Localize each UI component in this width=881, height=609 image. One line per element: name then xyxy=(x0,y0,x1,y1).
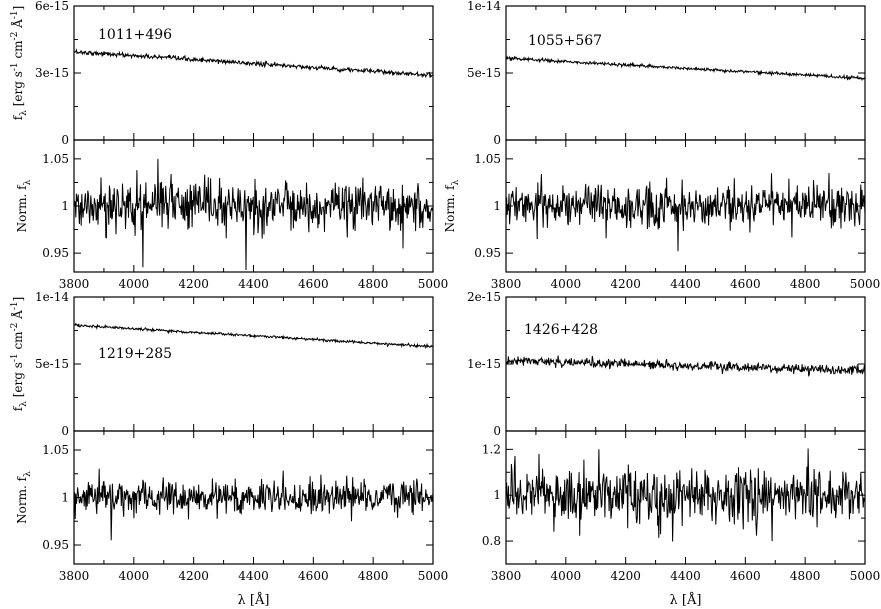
y-tick-label: 1e-14 xyxy=(467,0,501,13)
x-tick-label: 4600 xyxy=(730,569,761,583)
panel-bottom-right: 0 1e-15 2e-15 0.8 1 1.2 3800 4000 4200 4400 4600 48… xyxy=(467,290,880,608)
y-tick-label: 1.05 xyxy=(42,443,69,457)
panel-top-right: 0 5e-15 1e-14 0.95 1 1.05 3800 4000 4200 4400 4600… xyxy=(443,0,880,291)
x-tick-label: 4200 xyxy=(610,277,641,291)
upper-spectrum-line xyxy=(73,322,434,350)
upper-spectrum-line xyxy=(505,55,865,82)
lower-axes: 0.8 1 1.2 xyxy=(482,430,866,565)
x-tick-label: 3800 xyxy=(59,569,90,583)
lower-y-axis-label: Norm. fλ xyxy=(15,471,33,524)
upper-y-axis-label: fλ [erg s-1 cm-2 Å-1] xyxy=(10,6,29,121)
lower-spectrum-line xyxy=(505,172,866,252)
lower-spectrum-line xyxy=(505,448,866,542)
x-tick-label: 4000 xyxy=(551,277,582,291)
x-tick-label: 4800 xyxy=(790,277,821,291)
x-tick-label: 4600 xyxy=(298,569,329,583)
y-tick-label: 1 xyxy=(493,488,501,502)
y-tick-label: 0 xyxy=(61,133,69,147)
lower-axes: 0.95 1 1.05 xyxy=(42,430,434,565)
y-tick-label: 5e-15 xyxy=(467,66,501,80)
y-tick-label: 0 xyxy=(61,424,69,438)
panel-bottom-left: 0 5e-15 1e-14 0.95 1 1.05 3800 4000 4200 4400 4600… xyxy=(10,290,448,608)
x-tick-label: 4600 xyxy=(298,277,329,291)
x-tick-label: 4600 xyxy=(730,277,761,291)
y-tick-label: 0 xyxy=(493,133,501,147)
y-tick-label: 0 xyxy=(493,424,501,438)
axes-frame xyxy=(73,296,434,432)
x-tick-label: 4800 xyxy=(790,569,821,583)
x-tick-label: 5000 xyxy=(418,277,449,291)
lower-spectrum-line xyxy=(73,158,434,271)
y-tick-label: 1.2 xyxy=(482,442,501,456)
x-tick-label: 3800 xyxy=(491,569,522,583)
y-tick-label: 0.8 xyxy=(482,534,501,548)
object-label: 1055+567 xyxy=(528,33,602,49)
y-tick-label: 1.05 xyxy=(474,152,501,166)
lower-spectrum-line xyxy=(73,468,434,541)
x-tick-label: 4400 xyxy=(238,277,269,291)
upper-axes: 0 5e-15 1e-14 xyxy=(467,0,866,147)
lower-y-axis-label: Norm. fλ xyxy=(443,179,461,232)
y-tick-label: 1 xyxy=(493,199,501,213)
y-tick-label: 1 xyxy=(61,491,69,505)
x-tick-label: 4000 xyxy=(551,569,582,583)
object-label: 1426+428 xyxy=(524,322,598,338)
x-tick-label: 4400 xyxy=(670,569,701,583)
y-tick-label: 1.05 xyxy=(42,152,69,166)
x-axis-label: λ [Å] xyxy=(238,592,270,608)
x-tick-label: 4000 xyxy=(119,277,150,291)
object-label: 1219+285 xyxy=(98,346,172,362)
axes-frame xyxy=(505,5,866,141)
x-axis-label: λ [Å] xyxy=(670,592,702,608)
x-tick-label: 5000 xyxy=(850,569,881,583)
y-tick-label: 2e-15 xyxy=(467,290,501,304)
x-tick-label: 4800 xyxy=(358,277,389,291)
y-tick-label: 3e-15 xyxy=(35,66,69,80)
x-tick-label: 4400 xyxy=(670,277,701,291)
y-tick-label: 1e-14 xyxy=(35,290,69,304)
x-tick-label: 4800 xyxy=(358,569,389,583)
upper-axes: 0 5e-15 1e-14 xyxy=(35,290,434,438)
object-label: 1011+496 xyxy=(98,27,172,43)
upper-axes: 0 1e-15 2e-15 xyxy=(467,290,866,438)
x-tick-label: 3800 xyxy=(491,277,522,291)
lower-y-axis-label: Norm. fλ xyxy=(15,179,33,232)
y-tick-label: 6e-15 xyxy=(35,0,69,13)
upper-spectrum-line xyxy=(505,355,866,377)
x-tick-label: 4200 xyxy=(178,277,209,291)
upper-axes: 0 3e-15 6e-15 xyxy=(35,0,434,147)
x-tick-label: 3800 xyxy=(59,277,90,291)
lower-axes: 0.95 1 1.05 xyxy=(474,139,866,273)
panel-top-left: 0 3e-15 6e-15 0.95 1 1.05 3800 4000 4200 4400 4600… xyxy=(10,0,448,291)
x-tick-label: 4200 xyxy=(178,569,209,583)
lower-axes: 0.95 1 1.05 xyxy=(42,139,434,273)
x-tick-label: 4200 xyxy=(610,569,641,583)
y-tick-label: 0.95 xyxy=(42,246,69,260)
y-tick-label: 0.95 xyxy=(42,538,69,552)
upper-y-axis-label: fλ [erg s-1 cm-2 Å-1] xyxy=(10,297,29,412)
x-tick-label: 5000 xyxy=(850,277,881,291)
y-tick-label: 5e-15 xyxy=(35,357,69,371)
x-tick-label: 4000 xyxy=(119,569,150,583)
y-tick-label: 0.95 xyxy=(474,246,501,260)
y-tick-label: 1 xyxy=(61,199,69,213)
upper-spectrum-line xyxy=(73,48,434,79)
x-tick-label: 4400 xyxy=(238,569,269,583)
y-tick-label: 1e-15 xyxy=(467,357,501,371)
x-tick-label: 5000 xyxy=(418,569,449,583)
